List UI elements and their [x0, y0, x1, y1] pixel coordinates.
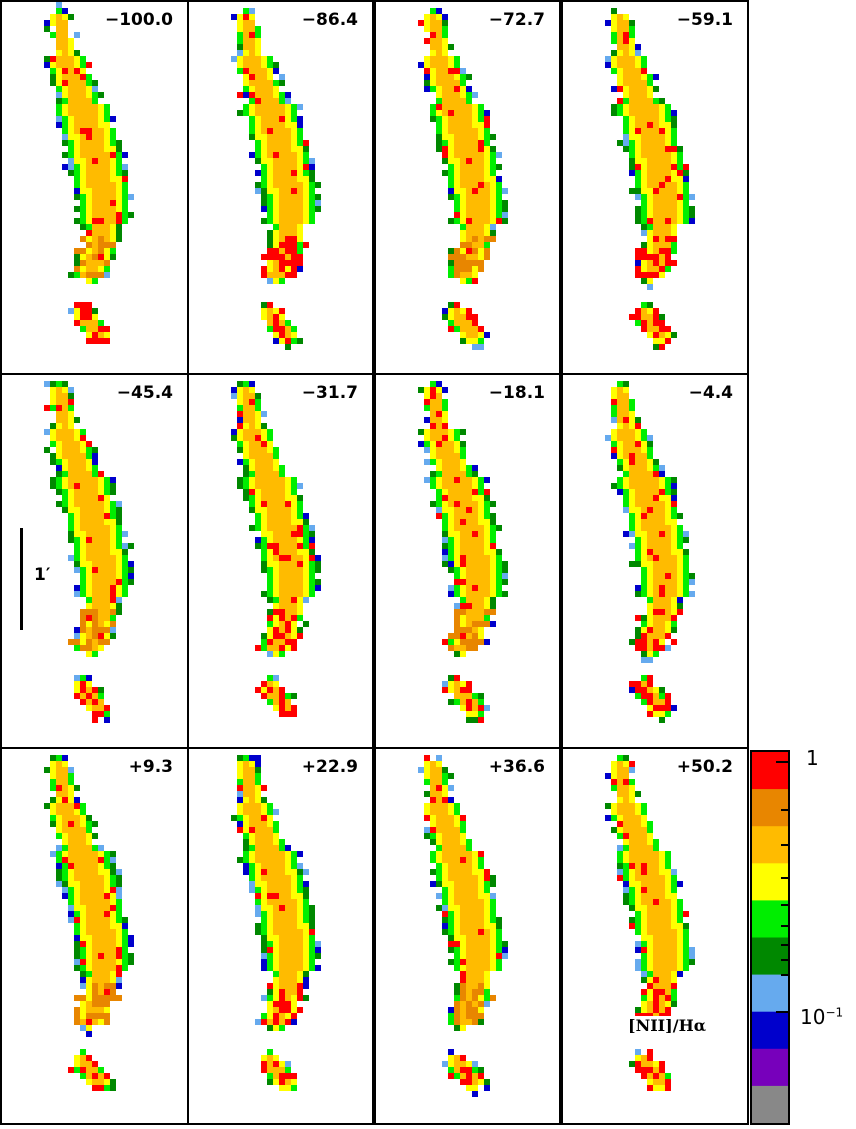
channel-panel: +22.9 [187, 747, 374, 1125]
nii-halpha-ratio-map [418, 8, 508, 350]
channel-panel: −100.0 [0, 0, 189, 376]
velocity-label: −18.1 [488, 383, 545, 403]
velocity-label: +50.2 [676, 757, 733, 777]
velocity-label: −100.0 [104, 10, 173, 30]
colorbar-scale [750, 750, 790, 1125]
colorbar-tick-0.1: 10−1 [800, 1005, 844, 1029]
colorbar-segment [752, 974, 788, 1013]
velocity-label: +9.3 [128, 757, 173, 777]
colorbar-segment [752, 1085, 788, 1124]
colorbar-segment [752, 1011, 788, 1050]
nii-halpha-ratio-map [44, 381, 134, 723]
colorbar-tick-1: 1 [806, 746, 819, 770]
channel-panel: +50.2 [561, 747, 749, 1125]
channel-panel: −45.4 [0, 373, 189, 749]
channel-panel: −72.7 [374, 0, 561, 376]
nii-halpha-ratio-map [231, 755, 321, 1091]
channel-panel: −4.4 [561, 373, 749, 749]
velocity-label: +22.9 [301, 757, 358, 777]
velocity-label: −4.4 [688, 383, 733, 403]
scale-bar [20, 528, 23, 630]
velocity-label: −45.4 [116, 383, 173, 403]
colorbar-segment [752, 1048, 788, 1087]
channel-panel: −18.1 [374, 373, 561, 749]
velocity-label: −31.7 [301, 383, 358, 403]
channel-panel: +36.6 [374, 747, 561, 1125]
velocity-label: −86.4 [301, 10, 358, 30]
velocity-label: +36.6 [488, 757, 545, 777]
nii-halpha-ratio-map [44, 755, 134, 1091]
colorbar-label: [NII]/Hα [626, 1016, 709, 1035]
nii-halpha-ratio-map [44, 2, 134, 344]
nii-halpha-ratio-map [231, 8, 321, 350]
colorbar-segment [752, 863, 788, 901]
channel-panel: +9.3 [0, 747, 189, 1125]
colorbar-segment [752, 937, 788, 976]
channel-panel: −59.1 [561, 0, 749, 376]
nii-halpha-ratio-map [605, 381, 695, 723]
velocity-label: −59.1 [676, 10, 733, 30]
channel-panel: −86.4 [187, 0, 374, 376]
channel-panel: −31.7 [187, 373, 374, 749]
scale-bar-label: 1′ [34, 565, 51, 585]
colorbar-segment [752, 789, 788, 827]
nii-halpha-ratio-map [418, 755, 508, 1097]
colorbar-segment [752, 900, 788, 938]
nii-halpha-ratio-map [605, 755, 695, 1091]
velocity-label: −72.7 [488, 10, 545, 30]
colorbar-segment [752, 752, 788, 790]
nii-halpha-ratio-map [605, 8, 695, 350]
colorbar [750, 750, 790, 1125]
nii-halpha-ratio-map [418, 381, 508, 723]
nii-halpha-ratio-map [231, 381, 321, 717]
